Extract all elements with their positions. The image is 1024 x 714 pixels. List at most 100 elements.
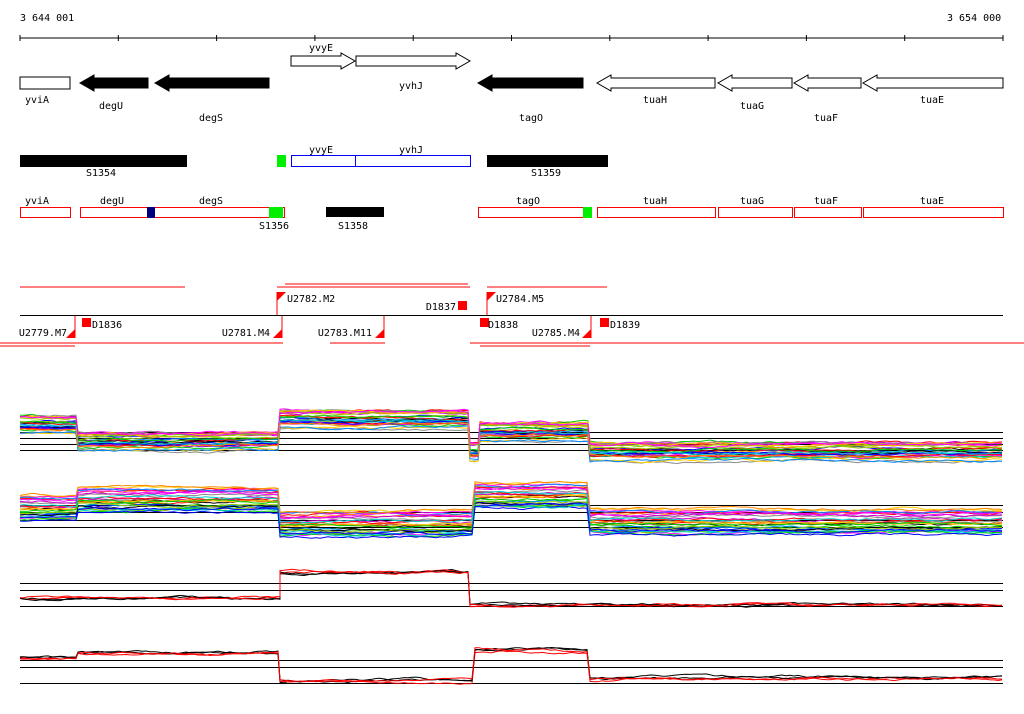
gene-label: yvhJ bbox=[399, 81, 423, 92]
signal-profile bbox=[19, 480, 1003, 515]
tss-flag-icon bbox=[66, 329, 75, 338]
signal-profile bbox=[20, 500, 1003, 533]
signal-profile bbox=[19, 568, 1003, 608]
signal-tracks bbox=[19, 408, 1003, 685]
transcript-track: yviA degU degS tagO tuaH tuaG tuaF tuaE S1356 S13… bbox=[20, 196, 1004, 232]
signal-profile bbox=[19, 422, 1003, 460]
signal-profile bbox=[19, 568, 1003, 608]
terminator-label: D1837 bbox=[426, 302, 456, 313]
terminator-icon bbox=[600, 318, 609, 327]
signal-profile bbox=[19, 419, 1003, 456]
feature-track: U2779.M7 U2781.M4 U2783.M11 U2785.M4 U2782.M… bbox=[0, 283, 1024, 347]
gene-label: tuaH bbox=[643, 95, 667, 106]
signal-profile bbox=[19, 491, 1003, 524]
signal-profile bbox=[19, 646, 1003, 683]
terminator-icon bbox=[82, 318, 91, 327]
tss-label: U2783.M11 bbox=[318, 328, 372, 339]
transcript-box bbox=[478, 207, 592, 218]
gene-label: tuaG bbox=[740, 101, 764, 112]
transcript-label: degS bbox=[199, 196, 223, 207]
tss-flag-icon bbox=[582, 329, 591, 338]
transcript-label: tuaH bbox=[643, 196, 667, 207]
tss-label: U2782.M2 bbox=[287, 294, 335, 305]
gene-label: tuaF bbox=[814, 113, 838, 124]
transcript-box bbox=[20, 207, 71, 218]
signal-profile bbox=[19, 504, 1003, 538]
transcript-box bbox=[718, 207, 793, 218]
tss-flag-icon bbox=[273, 329, 282, 338]
gene-label: degU bbox=[99, 101, 123, 112]
transcript-label: degU bbox=[100, 196, 124, 207]
segment-label: S1359 bbox=[531, 168, 561, 179]
tss-flag-icon bbox=[277, 292, 286, 301]
gene-label: yvyE bbox=[309, 43, 333, 54]
transcript-box bbox=[863, 207, 1004, 218]
signal-profile bbox=[19, 409, 1003, 449]
signal-profile bbox=[19, 569, 1003, 608]
gene-label: tagO bbox=[519, 113, 543, 124]
segment-marker bbox=[277, 155, 286, 167]
transcript-marker bbox=[583, 207, 592, 218]
tss-flag-icon bbox=[487, 292, 496, 301]
signal-profile bbox=[19, 425, 1003, 464]
signal-profile bbox=[19, 425, 1003, 463]
gene-arrow bbox=[595, 74, 716, 92]
gene-track: yviA degU degS yvyE yvhJ tagO tuaH tuaG tuaF tuaE bbox=[19, 43, 1004, 124]
signal-profile bbox=[19, 497, 1003, 529]
transcript-block-label: S1358 bbox=[338, 221, 368, 232]
transcript-label: tuaF bbox=[814, 196, 838, 207]
signal-profile bbox=[19, 505, 1003, 539]
segment-block bbox=[20, 155, 187, 167]
signal-profile bbox=[19, 647, 1003, 683]
signal-profile bbox=[19, 415, 1003, 453]
axis-end-label: 3 654 000 bbox=[947, 13, 1002, 24]
signal-profile bbox=[19, 490, 1003, 524]
segment-label: S1354 bbox=[86, 168, 116, 179]
gene-arrow bbox=[716, 74, 793, 92]
coordinate-axis bbox=[19, 35, 1004, 41]
signal-profile bbox=[19, 410, 1003, 449]
gene-arrow bbox=[78, 74, 149, 92]
gene-label: tuaE bbox=[920, 95, 944, 106]
transcript-block-label: S1356 bbox=[259, 221, 289, 232]
terminator-icon bbox=[480, 318, 489, 327]
signal-profile bbox=[19, 486, 1003, 520]
tss-label: U2779.M7 bbox=[19, 328, 67, 339]
transcript-marker bbox=[147, 207, 155, 218]
segment-box bbox=[291, 155, 471, 167]
transcript-label: tuaE bbox=[920, 196, 944, 207]
gene-arrow bbox=[792, 74, 862, 92]
segment-box-label: yvhJ bbox=[399, 145, 423, 156]
segment-block bbox=[487, 155, 608, 167]
terminator-label: D1838 bbox=[488, 320, 518, 331]
gene-arrow bbox=[153, 74, 270, 92]
gene-arrow bbox=[861, 74, 1004, 92]
tss-label: U2781.M4 bbox=[222, 328, 270, 339]
transcript-label: tagO bbox=[516, 196, 540, 207]
transcript-box bbox=[597, 207, 716, 218]
transcript-label: tuaG bbox=[740, 196, 764, 207]
segment-box-label: yvyE bbox=[309, 145, 333, 156]
axis-start-label: 3 644 001 bbox=[20, 13, 75, 24]
transcript-box bbox=[794, 207, 862, 218]
signal-profile bbox=[19, 501, 1002, 533]
terminator-icon bbox=[458, 301, 467, 310]
signal-profile bbox=[19, 502, 1003, 536]
gene-label: degS bbox=[199, 113, 223, 124]
transcript-box bbox=[80, 207, 285, 218]
terminator-label: D1836 bbox=[92, 320, 122, 331]
signal-profile bbox=[19, 570, 1003, 608]
signal-profile bbox=[19, 420, 1003, 456]
gene-arrow bbox=[290, 52, 357, 70]
tss-label: U2784.M5 bbox=[496, 294, 544, 305]
transcript-block bbox=[326, 207, 384, 217]
tss-flag-icon bbox=[375, 329, 384, 338]
terminator-label: D1839 bbox=[610, 320, 640, 331]
transcript-marker bbox=[269, 207, 283, 218]
signal-profile bbox=[19, 493, 1003, 528]
signal-profile bbox=[19, 491, 1003, 525]
gene-label: yviA bbox=[25, 95, 49, 106]
gene-arrow bbox=[476, 74, 584, 92]
